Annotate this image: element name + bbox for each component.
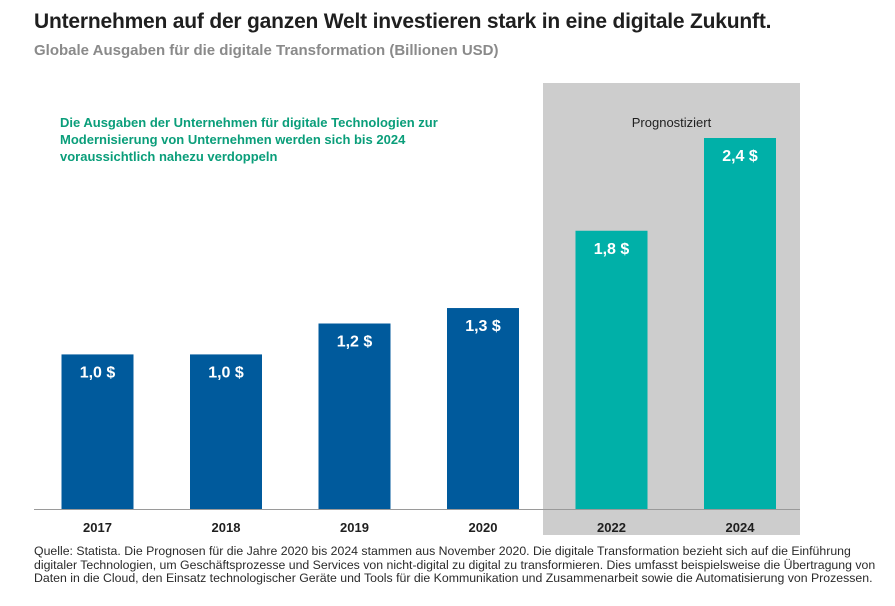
x-tick-2017: 2017 — [83, 520, 112, 535]
bar-2018 — [190, 354, 262, 509]
x-tick-2022: 2022 — [597, 520, 626, 535]
data-label-2020: 1,3 $ — [465, 318, 501, 335]
x-tick-2020: 2020 — [469, 520, 498, 535]
data-label-2019: 1,2 $ — [337, 334, 373, 351]
x-tick-labels: 2017 2018 2019 2020 2022 2024 — [83, 520, 755, 535]
bars-group: 1,0 $ 1,0 $ 1,2 $ 1,3 $ 1,8 $ 2,4 $ — [61, 138, 776, 509]
data-label-2024: 2,4 $ — [722, 148, 758, 165]
source-note: Quelle: Statista. Die Prognosen für die … — [34, 544, 876, 586]
x-tick-2018: 2018 — [212, 520, 241, 535]
data-label-2017: 1,0 $ — [80, 364, 116, 381]
bar-2020 — [447, 308, 519, 509]
chart-title: Unternehmen auf der ganzen Welt investie… — [34, 10, 772, 33]
forecast-label: Prognostiziert — [632, 115, 712, 130]
data-label-2022: 1,8 $ — [594, 241, 630, 258]
bar-2019 — [318, 323, 391, 509]
bar-2022 — [575, 230, 648, 509]
bar-2024 — [704, 138, 776, 509]
x-tick-2024: 2024 — [726, 520, 756, 535]
data-label-2018: 1,0 $ — [208, 364, 244, 381]
annotation-text: Die Ausgaben der Unternehmen für digital… — [60, 115, 438, 164]
bar-chart: Prognostiziert 1,0 $ 1,0 $ 1,2 $ 1,3 $ 1,8 $… — [34, 83, 800, 535]
chart-subtitle: Globale Ausgaben für die digitale Transf… — [34, 42, 499, 59]
x-tick-2019: 2019 — [340, 520, 369, 535]
bar-2017 — [61, 354, 134, 509]
